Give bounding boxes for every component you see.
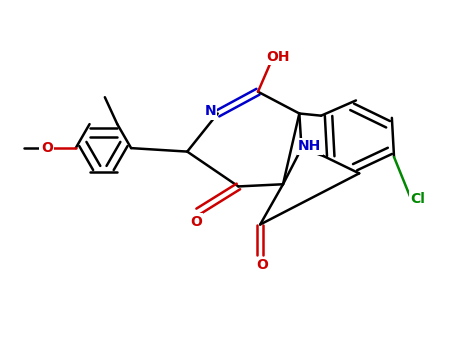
Text: NH: NH bbox=[298, 139, 321, 153]
Text: O: O bbox=[41, 141, 53, 155]
Text: OH: OH bbox=[267, 50, 290, 64]
Text: O: O bbox=[190, 215, 202, 229]
Text: O: O bbox=[256, 258, 268, 272]
Text: N: N bbox=[204, 104, 216, 118]
Text: Cl: Cl bbox=[410, 193, 425, 206]
